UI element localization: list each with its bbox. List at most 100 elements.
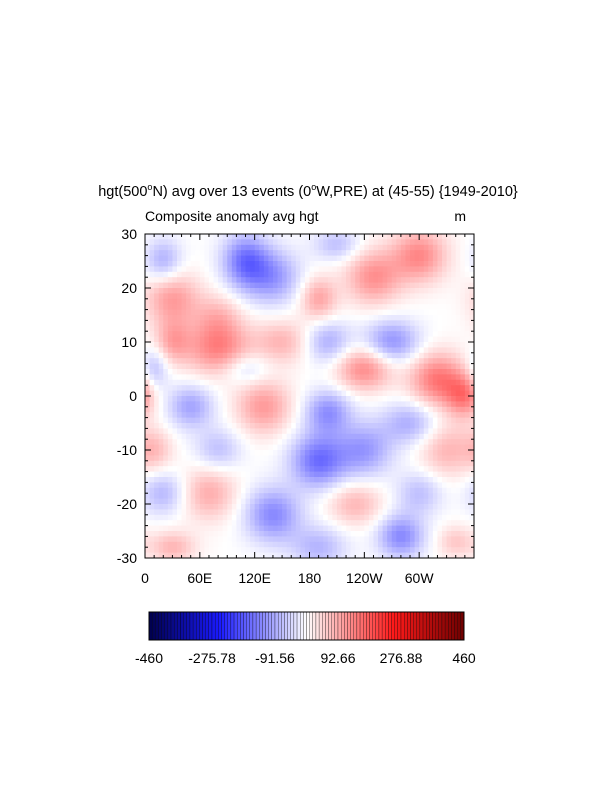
heatmap-cell	[419, 460, 425, 467]
heatmap-cell	[195, 390, 201, 397]
heatmap-cell	[391, 406, 397, 413]
heatmap-cell	[272, 234, 279, 240]
heatmap-cell	[336, 541, 343, 548]
heatmap-cell	[341, 244, 347, 251]
heatmap-cell	[359, 466, 365, 473]
heatmap-cell	[204, 385, 210, 392]
heatmap-cell	[368, 342, 375, 348]
heatmap-cell	[272, 504, 279, 510]
heatmap-cell	[396, 509, 402, 516]
heatmap-cell	[405, 385, 411, 392]
heatmap-cell	[240, 374, 247, 381]
heatmap-cell	[227, 423, 233, 429]
heatmap-cell	[145, 455, 151, 462]
heatmap-cell	[163, 320, 169, 327]
heatmap-cell	[304, 547, 311, 554]
heatmap-cell	[167, 250, 174, 257]
heatmap-cell	[272, 514, 279, 521]
heatmap-cell	[382, 412, 388, 419]
heatmap-cell	[387, 336, 393, 343]
heatmap-cell	[419, 277, 425, 284]
heatmap-cell	[309, 509, 315, 516]
heatmap-cell	[272, 531, 279, 537]
heatmap-cell	[149, 363, 155, 370]
heatmap-cell	[368, 401, 375, 408]
heatmap-cell	[282, 390, 288, 397]
heatmap-cell	[172, 325, 178, 332]
heatmap-cell	[272, 401, 279, 408]
heatmap-cell	[282, 401, 288, 408]
heatmap-cell	[464, 450, 471, 456]
heatmap-cell	[304, 261, 311, 267]
heatmap-cell	[378, 493, 384, 500]
heatmap-cell	[396, 390, 402, 397]
heatmap-cell	[382, 255, 388, 262]
heatmap-cell	[218, 444, 224, 451]
heatmap-cell	[149, 396, 155, 402]
heatmap-cell	[195, 487, 201, 494]
heatmap-cell	[240, 466, 247, 473]
heatmap-cell	[378, 342, 384, 348]
heatmap-cell	[186, 450, 192, 456]
heatmap-cell	[277, 385, 283, 392]
heatmap-cell	[464, 444, 471, 451]
heatmap-cell	[231, 531, 237, 537]
heatmap-cell	[286, 412, 292, 419]
heatmap-cell	[382, 466, 388, 473]
heatmap-cell	[181, 298, 187, 305]
heatmap-cell	[272, 498, 279, 505]
heatmap-cell	[314, 239, 320, 246]
heatmap-cell	[277, 552, 283, 558]
heatmap-cell	[327, 255, 333, 262]
heatmap-cell	[291, 552, 297, 558]
heatmap-cell	[199, 293, 205, 300]
heatmap-cell	[213, 406, 219, 413]
heatmap-cell	[190, 255, 196, 262]
heatmap-cell	[272, 244, 279, 251]
heatmap-cell	[464, 298, 471, 305]
heatmap-cell	[213, 439, 219, 446]
heatmap-cell	[286, 493, 292, 500]
heatmap-cell	[432, 277, 439, 284]
heatmap-cell	[368, 514, 375, 521]
colorbar-bin	[444, 611, 449, 641]
heatmap-cell	[268, 255, 274, 262]
heatmap-cell	[318, 239, 324, 246]
heatmap-cell	[204, 450, 210, 456]
heatmap-cell	[208, 525, 215, 532]
heatmap-cell	[158, 520, 164, 527]
heatmap-cell	[149, 520, 155, 527]
heatmap-cell	[346, 315, 352, 321]
heatmap-cell	[387, 471, 393, 478]
heatmap-cell	[195, 412, 201, 419]
heatmap-cell	[154, 309, 160, 316]
heatmap-cell	[414, 477, 420, 483]
heatmap-cell	[300, 541, 306, 548]
heatmap-cell	[272, 320, 279, 327]
heatmap-cell	[469, 439, 474, 446]
heatmap-cell	[300, 547, 306, 554]
heatmap-cell	[172, 504, 178, 510]
heatmap-cell	[346, 417, 352, 424]
heatmap-cell	[432, 396, 439, 402]
heatmap-cell	[350, 309, 356, 316]
heatmap-cell	[240, 509, 247, 516]
heatmap-cell	[451, 342, 457, 348]
heatmap-cell	[295, 234, 301, 240]
heatmap-cell	[391, 525, 397, 532]
heatmap-cell	[227, 385, 233, 392]
heatmap-cell	[410, 541, 416, 548]
heatmap-cell	[176, 552, 183, 558]
heatmap-cell	[181, 477, 187, 483]
heatmap-cell	[213, 363, 219, 370]
heatmap-cell	[272, 428, 279, 435]
heatmap-cell	[400, 304, 407, 311]
heatmap-cell	[323, 466, 329, 473]
heatmap-cell	[172, 244, 178, 251]
heatmap-cell	[268, 450, 274, 456]
heatmap-cell	[432, 412, 439, 419]
heatmap-cell	[277, 369, 283, 375]
heatmap-cell	[332, 309, 338, 316]
heatmap-cell	[464, 255, 471, 262]
heatmap-cell	[263, 460, 269, 467]
